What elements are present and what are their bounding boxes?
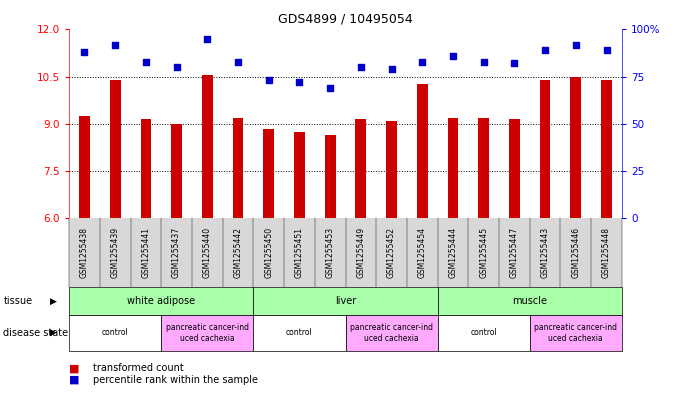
Text: transformed count: transformed count [93, 363, 184, 373]
Text: GSM1255447: GSM1255447 [510, 227, 519, 278]
Text: GSM1255437: GSM1255437 [172, 227, 181, 278]
Text: GSM1255438: GSM1255438 [80, 227, 89, 278]
Text: GSM1255454: GSM1255454 [418, 227, 427, 278]
Text: disease state: disease state [3, 328, 68, 338]
Text: percentile rank within the sample: percentile rank within the sample [93, 375, 258, 385]
Point [294, 79, 305, 85]
Text: GSM1255452: GSM1255452 [387, 227, 396, 278]
Text: control: control [286, 329, 313, 337]
Text: ■: ■ [69, 375, 79, 385]
Text: GSM1255450: GSM1255450 [264, 227, 273, 278]
Text: GSM1255451: GSM1255451 [295, 227, 304, 278]
Bar [417, 84, 428, 218]
Bar [386, 121, 397, 218]
Text: GSM1255439: GSM1255439 [111, 227, 120, 278]
Text: GSM1255446: GSM1255446 [571, 227, 580, 278]
Point [540, 47, 551, 53]
Point [325, 85, 336, 91]
Bar [140, 119, 151, 218]
Text: GSM1255443: GSM1255443 [540, 227, 549, 278]
Point [110, 41, 121, 48]
Bar [263, 129, 274, 218]
Text: GSM1255449: GSM1255449 [357, 227, 366, 278]
Text: pancreatic cancer-ind
uced cachexia: pancreatic cancer-ind uced cachexia [166, 323, 249, 343]
Point [232, 59, 243, 65]
Point [509, 60, 520, 66]
Bar [601, 80, 612, 218]
Point [355, 64, 366, 70]
Point [263, 77, 274, 84]
Bar [540, 80, 551, 218]
Point [417, 59, 428, 65]
Title: GDS4899 / 10495054: GDS4899 / 10495054 [278, 13, 413, 26]
Text: control: control [102, 329, 129, 337]
Bar [233, 118, 243, 218]
Point [171, 64, 182, 70]
Text: ▶: ▶ [50, 329, 57, 337]
Bar [478, 118, 489, 218]
Point [601, 47, 612, 53]
Text: GSM1255440: GSM1255440 [202, 227, 212, 278]
Text: GSM1255445: GSM1255445 [479, 227, 489, 278]
Text: tissue: tissue [3, 296, 32, 306]
Bar [202, 75, 213, 218]
Bar [294, 132, 305, 218]
Point [570, 41, 581, 48]
Point [140, 59, 151, 65]
Text: white adipose: white adipose [127, 296, 196, 306]
Text: pancreatic cancer-ind
uced cachexia: pancreatic cancer-ind uced cachexia [534, 323, 617, 343]
Bar [171, 124, 182, 218]
Bar [571, 77, 581, 218]
Bar [79, 116, 90, 218]
Text: GSM1255448: GSM1255448 [602, 227, 611, 278]
Text: ■: ■ [69, 363, 79, 373]
Point [79, 49, 90, 55]
Text: ▶: ▶ [50, 297, 57, 305]
Bar [448, 118, 458, 218]
Text: GSM1255442: GSM1255442 [234, 227, 243, 278]
Bar [110, 80, 120, 218]
Point [478, 59, 489, 65]
Text: muscle: muscle [512, 296, 547, 306]
Point [448, 53, 459, 59]
Point [386, 66, 397, 72]
Text: GSM1255453: GSM1255453 [325, 227, 334, 278]
Bar [509, 119, 520, 218]
Bar [325, 135, 336, 218]
Point [202, 36, 213, 42]
Text: GSM1255444: GSM1255444 [448, 227, 457, 278]
Text: GSM1255441: GSM1255441 [142, 227, 151, 278]
Bar [355, 119, 366, 218]
Text: control: control [471, 329, 497, 337]
Text: liver: liver [335, 296, 356, 306]
Text: pancreatic cancer-ind
uced cachexia: pancreatic cancer-ind uced cachexia [350, 323, 433, 343]
